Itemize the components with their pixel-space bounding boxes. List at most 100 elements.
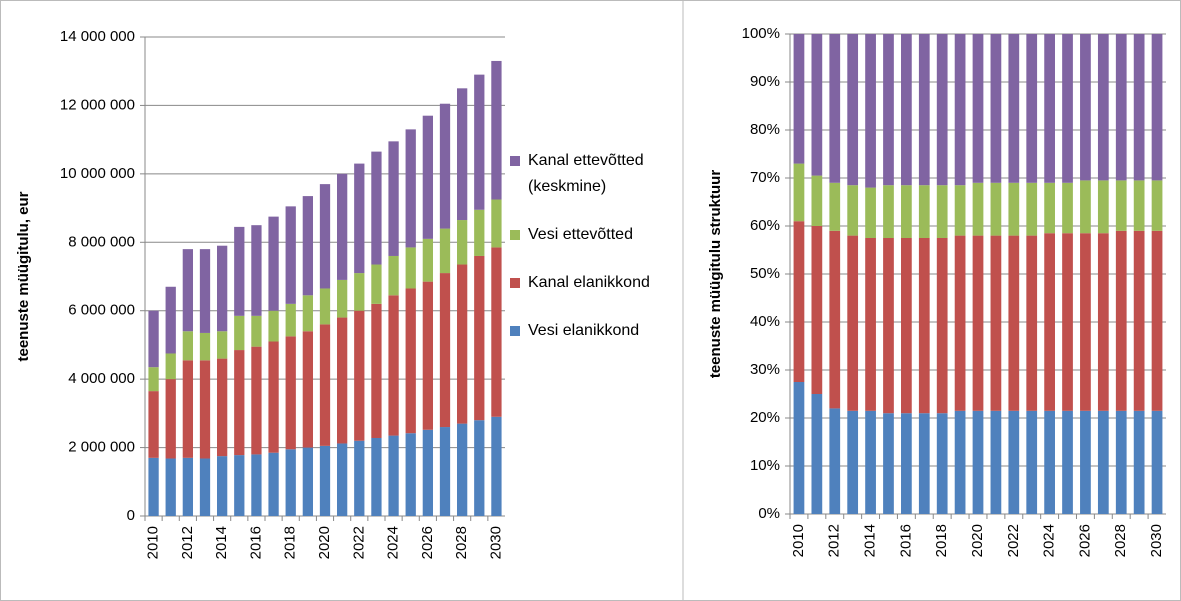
x-tick-label: 2014: [862, 524, 879, 557]
bar-segment: [337, 317, 348, 444]
bar-segment: [811, 226, 823, 394]
bar-segment: [439, 103, 451, 229]
y-tick-label: 60%: [750, 217, 780, 234]
bar-segment: [1151, 410, 1163, 514]
y-tick-label: 40%: [750, 313, 780, 330]
bar-segment: [302, 331, 313, 448]
legend-swatch: [510, 230, 520, 240]
bar-segment: [405, 247, 416, 289]
bar-segment: [901, 413, 912, 514]
bar-segment: [918, 185, 930, 238]
bar-segment: [268, 216, 279, 311]
y-tick-label: 14 000 000: [60, 28, 135, 45]
bar-segment: [954, 235, 966, 411]
bar-segment: [793, 221, 805, 382]
bar-segment: [1097, 34, 1109, 181]
bar-segment: [371, 264, 382, 304]
bar-segment: [439, 273, 451, 428]
bar-segment: [337, 279, 348, 318]
bar-segment: [182, 249, 193, 332]
bar-segment: [972, 410, 984, 514]
y-tick-label: 20%: [750, 409, 780, 426]
y-tick-label: 0: [127, 507, 135, 524]
bar-segment: [439, 427, 451, 516]
bar-segment: [148, 367, 159, 392]
bar-segment: [165, 353, 176, 380]
legend-label: Vesi ettevõtted: [528, 226, 633, 243]
x-tick-label: 2018: [933, 524, 950, 557]
bar-segment: [285, 336, 296, 450]
bar-segment: [1026, 34, 1038, 183]
bar-segment: [990, 235, 1002, 411]
legend: Kanal ettevõtted (keskmine) Vesi ettevõtt…: [510, 148, 670, 366]
bar-segment: [388, 435, 399, 516]
x-tick-label: 2020: [316, 526, 333, 559]
bar-segment: [1008, 34, 1020, 183]
bar-segment: [1080, 34, 1091, 181]
bar-segment: [354, 310, 365, 441]
bar-segment: [793, 34, 805, 164]
bar-segment: [1080, 410, 1091, 514]
bar-segment: [1062, 410, 1073, 514]
legend-label: Vesi elanikkond: [528, 322, 640, 339]
bar-segment: [217, 358, 228, 457]
bar-segment: [1151, 180, 1163, 231]
bar-segment: [165, 286, 176, 354]
x-tick-label: 2024: [1041, 524, 1058, 557]
bar-segment: [251, 225, 262, 316]
bar-segment: [829, 408, 841, 514]
bar-segment: [148, 457, 159, 516]
bar-segment: [1133, 180, 1145, 231]
bar-segment: [199, 249, 211, 333]
bar-segment: [1115, 34, 1127, 181]
y-tick-label: 30%: [750, 361, 780, 378]
y-tick-label: 80%: [750, 121, 780, 138]
bar-segment: [847, 185, 859, 236]
bar-segment: [1044, 410, 1055, 514]
bar-segment: [491, 199, 502, 248]
bar-segment: [422, 238, 433, 282]
bar-segment: [901, 238, 912, 414]
bar-segment: [1097, 233, 1109, 411]
bar-segment: [936, 238, 948, 414]
bar-segment: [234, 350, 245, 456]
bar-segment: [302, 295, 313, 332]
bar-segment: [491, 247, 502, 417]
y-tick-label: 10 000 000: [60, 165, 135, 182]
bar-segment: [474, 420, 485, 516]
bar-segment: [371, 437, 382, 516]
x-tick-label: 2026: [1076, 524, 1093, 557]
bar-segment: [388, 141, 399, 256]
x-tick-label: 2024: [385, 526, 402, 559]
bar-segment: [405, 433, 416, 516]
bar-segment: [936, 413, 948, 514]
bar-segment: [302, 447, 313, 516]
bar-segment: [829, 230, 841, 409]
bar-segment: [865, 34, 876, 188]
bar-segment: [148, 391, 159, 458]
bar-segment: [1115, 230, 1127, 411]
x-tick-label: 2010: [145, 526, 162, 559]
bar-segment: [793, 163, 805, 222]
bar-segment: [865, 187, 876, 238]
legend-item: Kanal elanikkond: [510, 270, 670, 296]
bar-segment: [337, 173, 348, 280]
bar-segment: [422, 281, 433, 430]
x-tick-label: 2016: [897, 524, 914, 557]
bar-segment: [1115, 410, 1127, 514]
bar-segment: [883, 185, 894, 238]
bar-segment: [457, 88, 468, 221]
bar-segment: [865, 410, 876, 514]
bar-segment: [990, 410, 1002, 514]
x-tick-label: 2020: [969, 524, 986, 557]
bar-segment: [954, 185, 966, 236]
y-tick-label: 70%: [750, 169, 780, 186]
bar-segment: [234, 455, 245, 516]
bar-segment: [182, 331, 193, 361]
bar-segment: [1062, 182, 1073, 234]
bar-segment: [883, 238, 894, 414]
y-tick-label: 8 000 000: [68, 233, 135, 250]
bar-segment: [251, 315, 262, 347]
bar-segment: [1133, 410, 1145, 514]
bar-segment: [302, 196, 313, 296]
